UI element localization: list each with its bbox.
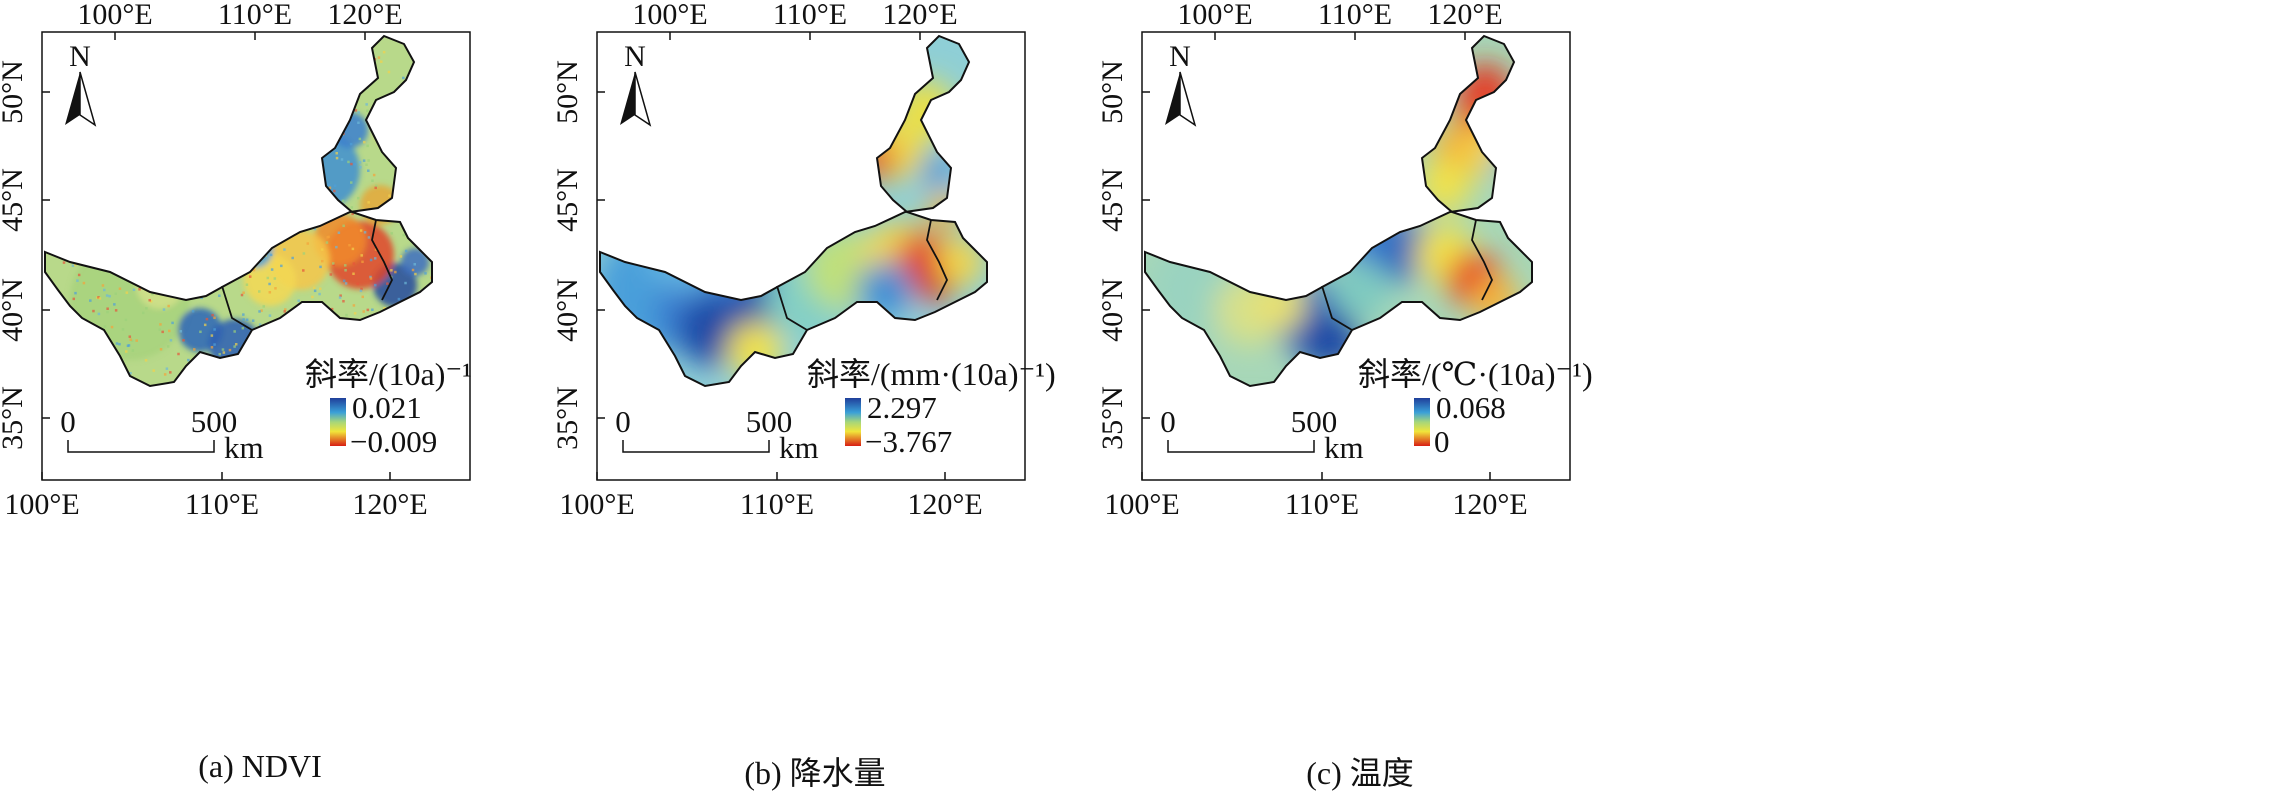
bottom-tick-label: 110°E <box>185 488 259 521</box>
legend-min: −3.767 <box>865 424 952 459</box>
internal-boundary <box>221 219 393 331</box>
map-svg: 100°E 110°E 120°E 100°E 110°E 120°E 50°N 45°N 40… <box>1096 0 1593 521</box>
region-outline <box>1144 34 1533 388</box>
panel-caption: (b) 降水量 <box>744 755 886 791</box>
map-svg: 100°E 110°E 120°E 100°E 110°E 120°E 50°N 45°N 40… <box>0 0 472 521</box>
map-svg: 100°E 110°E 120°E 100°E 110°E 120°E 50°N 45°N 40… <box>551 0 1056 521</box>
bottom-tick-label: 120°E <box>907 488 982 521</box>
scale-unit: km <box>779 430 819 465</box>
panel-precipitation: 100°E 110°E 120°E 100°E 110°E 120°E 50°N 45°N 40… <box>551 0 1315 797</box>
legend-color-bar <box>330 398 346 446</box>
north-label: N <box>624 40 646 73</box>
bottom-tick-label: 120°E <box>352 488 427 521</box>
legend-color-bar <box>1414 398 1430 446</box>
legend-title: 斜率/(℃·(10a)⁻¹) <box>1358 356 1593 392</box>
bottom-tick-label: 100°E <box>559 488 634 521</box>
top-tick-label: 110°E <box>1318 0 1392 31</box>
top-tick-label: 110°E <box>773 0 847 31</box>
panel-ndvi: 100°E 110°E 120°E 100°E 110°E 120°E 50°N 45°N 40… <box>0 0 760 797</box>
left-tick-label: 45°N <box>0 168 29 232</box>
scale-unit: km <box>1324 430 1364 465</box>
bottom-tick-label: 100°E <box>4 488 79 521</box>
top-tick-label: 100°E <box>1177 0 1252 31</box>
legend-max: 0.068 <box>1436 390 1506 425</box>
left-tick-label: 50°N <box>551 60 584 124</box>
legend-color-bar <box>845 398 861 446</box>
bottom-tick-label: 110°E <box>740 488 814 521</box>
legend: 斜率/(10a)⁻¹0.021−0.009 <box>305 356 472 459</box>
left-tick-label: 35°N <box>0 386 29 450</box>
left-tick-label: 35°N <box>1096 386 1129 450</box>
region-outline <box>44 34 433 388</box>
bottom-tick-label: 110°E <box>1285 488 1359 521</box>
panel-caption: (a) NDVI <box>198 748 322 784</box>
top-tick-label: 100°E <box>632 0 707 31</box>
north-label: N <box>69 40 91 73</box>
bottom-tick-label: 120°E <box>1452 488 1527 521</box>
left-tick-label: 50°N <box>1096 60 1129 124</box>
left-tick-label: 40°N <box>0 278 29 342</box>
left-tick-label: 40°N <box>1096 278 1129 342</box>
scale-end: 500 <box>1291 404 1338 439</box>
legend-title: 斜率/(10a)⁻¹ <box>305 356 472 392</box>
left-tick-label: 45°N <box>1096 168 1129 232</box>
panel-temperature: 100°E 110°E 120°E 100°E 110°E 120°E 50°N 45°N 40… <box>1096 0 1860 797</box>
region-outline <box>599 34 988 388</box>
legend-max: 2.297 <box>867 390 937 425</box>
north-arrow-icon: N <box>1165 40 1197 127</box>
legend-max: 0.021 <box>352 390 422 425</box>
top-tick-label: 110°E <box>218 0 292 31</box>
top-tick-label: 100°E <box>77 0 152 31</box>
left-tick-label: 50°N <box>0 60 29 124</box>
scale-start: 0 <box>60 404 76 439</box>
internal-boundary <box>776 219 948 331</box>
internal-boundary <box>1321 219 1493 331</box>
legend-title: 斜率/(mm·(10a)⁻¹) <box>807 356 1056 392</box>
north-arrow-icon: N <box>620 40 652 127</box>
scale-end: 500 <box>746 404 793 439</box>
scale-unit: km <box>224 430 264 465</box>
north-label: N <box>1169 40 1191 73</box>
north-arrow-icon: N <box>65 40 97 127</box>
scale-start: 0 <box>615 404 631 439</box>
top-tick-label: 120°E <box>1427 0 1502 31</box>
legend-min: 0 <box>1434 424 1450 459</box>
legend-min: −0.009 <box>350 424 437 459</box>
left-tick-label: 45°N <box>551 168 584 232</box>
left-tick-label: 35°N <box>551 386 584 450</box>
left-tick-label: 40°N <box>551 278 584 342</box>
top-tick-label: 120°E <box>327 0 402 31</box>
bottom-tick-label: 100°E <box>1104 488 1179 521</box>
panel-caption: (c) 温度 <box>1306 755 1414 791</box>
legend: 斜率/(mm·(10a)⁻¹)2.297−3.767 <box>807 356 1056 459</box>
scale-start: 0 <box>1160 404 1176 439</box>
scale-end: 500 <box>191 404 238 439</box>
top-tick-label: 120°E <box>882 0 957 31</box>
